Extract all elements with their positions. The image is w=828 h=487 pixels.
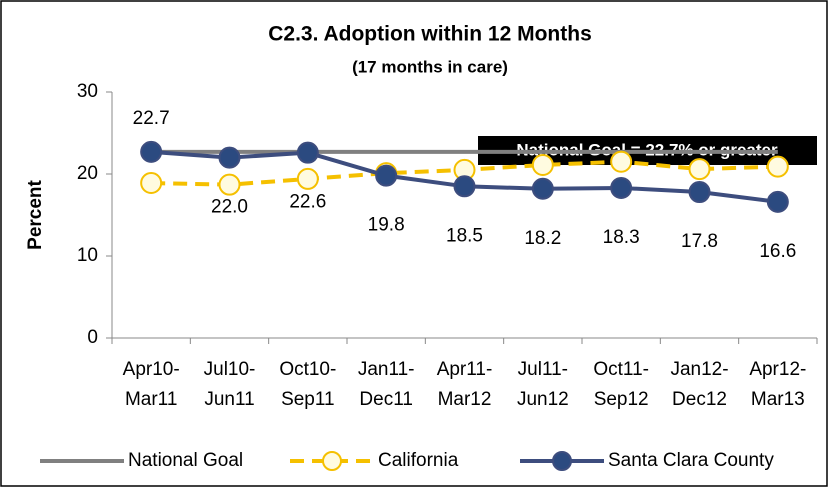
point: [218, 173, 241, 196]
y-tick-label: 30: [77, 81, 98, 102]
data-label: 22.7: [133, 108, 170, 129]
point: [766, 190, 789, 213]
x-tick-label: Apr11-: [437, 359, 493, 380]
chart-title: C2.3. Adoption within 12 Months: [268, 23, 592, 46]
point: [610, 176, 633, 199]
legend-label: California: [378, 450, 459, 471]
data-label: 22.6: [289, 192, 326, 213]
point: [140, 172, 163, 195]
x-tick-label: Oct10-: [279, 359, 336, 380]
x-tick-label: Jun12: [517, 389, 569, 410]
data-label: 19.8: [368, 215, 405, 236]
point: [531, 177, 554, 200]
x-tick-label: Jun11: [204, 389, 254, 410]
x-tick-label: Jan12-: [670, 359, 728, 380]
point: [140, 140, 163, 163]
x-tick-label: Mar11: [125, 389, 177, 410]
data-label: 18.2: [524, 228, 561, 249]
x-tick-label: Oct11-: [593, 359, 649, 380]
y-tick-label: 20: [77, 163, 98, 184]
x-tick-label: Sep11: [281, 389, 335, 410]
point: [296, 167, 319, 190]
data-label: 18.5: [446, 225, 483, 246]
data-label: 16.6: [759, 241, 796, 262]
data-label: 18.3: [603, 227, 640, 248]
x-tick-label: Jul10-: [204, 359, 256, 380]
point: [688, 181, 711, 204]
y-tick-label: 0: [87, 327, 98, 348]
data-label: 22.0: [211, 197, 248, 218]
y-axis-label: Percent: [25, 179, 46, 249]
chart-subtitle: (17 months in care): [352, 57, 508, 76]
x-tick-label: Mar13: [751, 389, 805, 410]
point: [531, 153, 554, 176]
x-tick-label: Apr12-: [749, 359, 806, 380]
x-tick-label: Apr10-: [123, 359, 180, 380]
legend-marker: [552, 451, 572, 471]
x-tick-label: Dec11: [359, 389, 413, 410]
x-tick-label: Jan11-: [358, 359, 415, 380]
legend-marker: [322, 451, 342, 471]
y-tick-label: 10: [77, 245, 98, 266]
x-tick-label: Dec12: [672, 389, 727, 410]
x-tick-label: Mar12: [438, 389, 492, 410]
point: [610, 150, 633, 173]
point: [766, 155, 789, 178]
legend-label: Santa Clara County: [608, 450, 774, 471]
point: [218, 146, 241, 169]
x-tick-label: Jul11-: [518, 359, 568, 380]
point: [375, 164, 398, 187]
x-tick-label: Sep12: [594, 389, 649, 410]
legend-label: National Goal: [128, 450, 243, 471]
point: [453, 175, 476, 198]
point: [688, 158, 711, 181]
point: [296, 141, 319, 164]
data-label: 17.8: [681, 231, 718, 252]
